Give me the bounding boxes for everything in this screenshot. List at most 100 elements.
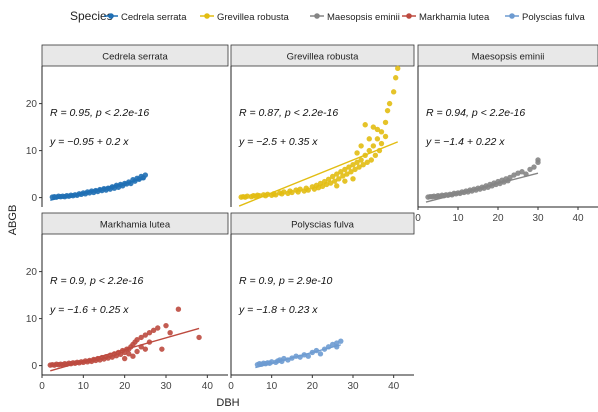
facet-strip-label: Markhamia lutea [100, 220, 171, 231]
data-point [323, 181, 330, 188]
data-point [146, 330, 153, 336]
data-point [332, 178, 338, 184]
y-tick-label: 10 [26, 314, 38, 325]
data-point [366, 136, 372, 142]
facet-strip-label: Polyscias fulva [291, 220, 355, 231]
legend: Species Cedrela serrata Grevillea robusta… [70, 9, 586, 23]
data-point [372, 152, 379, 158]
data-point [374, 136, 381, 142]
facet-strip-label: Grevillea robusta [287, 52, 360, 63]
legend-key-point [509, 13, 515, 19]
y-tick-label: 0 [31, 193, 37, 204]
facet-equation-label: y = −0.95 + 0.2 x [49, 136, 129, 148]
legend-key-point [108, 13, 114, 19]
data-point [142, 332, 149, 338]
data-point [382, 119, 389, 126]
x-tick-label: 20 [119, 381, 131, 392]
data-point [356, 164, 362, 170]
data-point [384, 107, 391, 114]
regression-line [50, 177, 146, 201]
facet-stats-label: R = 0.94, p < 2.2e-16 [426, 107, 525, 119]
data-point [334, 340, 340, 346]
regression-line [238, 141, 398, 207]
data-point [336, 176, 342, 182]
y-tick-label: 20 [26, 267, 38, 278]
facet-strip [41, 212, 229, 235]
data-point [159, 346, 165, 352]
data-point [273, 192, 279, 198]
facet-strip-label: Maesopsis eminii [472, 52, 545, 63]
data-point [319, 183, 326, 190]
facet-strip [230, 44, 415, 67]
x-tick-label: 30 [532, 213, 544, 224]
data-point [317, 351, 324, 357]
regression-line [255, 344, 341, 369]
data-point [334, 183, 340, 189]
x-tick-label: 30 [347, 381, 359, 392]
y-tick-label: 10 [26, 146, 38, 157]
legend-item-label: Markhamia lutea [419, 12, 490, 23]
data-point [138, 334, 144, 341]
data-point [130, 353, 136, 359]
legend-item-label: Maesopsis eminii [327, 12, 400, 23]
x-tick-label: 0 [39, 381, 45, 392]
legend-key-point [406, 13, 412, 19]
data-point [344, 171, 350, 177]
data-point [370, 143, 377, 149]
data-point [142, 172, 149, 178]
data-point [342, 166, 348, 173]
data-point [378, 129, 385, 135]
data-point [358, 157, 364, 163]
data-point [334, 171, 340, 177]
facet-panel: Grevillea robusta R = 0.87, p < 2.2e-16 y … [230, 44, 415, 207]
data-point [364, 159, 370, 166]
facet-panel: Maesopsis eminii 0 10 20 30 40 R = 0.94, p < 2… [415, 44, 598, 224]
facet-strip [230, 212, 415, 235]
facets: Cedrela serrata 0 10 20 R = 0.95, p < 2.2e-1… [26, 44, 598, 392]
data-point [244, 193, 250, 199]
data-point [155, 325, 161, 331]
facet-stats-label: R = 0.9, p < 2.2e-16 [50, 275, 144, 287]
data-point [535, 159, 541, 166]
data-point [378, 140, 385, 147]
data-point [175, 306, 182, 312]
data-point [519, 169, 525, 175]
facet-stats-label: R = 0.9, p = 2.9e-10 [239, 275, 333, 287]
data-point [350, 176, 356, 182]
data-point [374, 126, 381, 133]
data-point [350, 162, 356, 168]
x-tick-label: 10 [78, 381, 90, 392]
x-tick-label: 10 [266, 381, 278, 392]
x-tick-label: 0 [415, 213, 421, 224]
facet-equation-label: y = −2.5 + 0.35 x [238, 136, 318, 148]
data-point [382, 133, 389, 140]
regression-line [425, 172, 539, 203]
y-tick-label: 20 [26, 99, 38, 110]
data-point [338, 338, 344, 344]
x-tick-label: 20 [492, 213, 504, 224]
data-point [329, 173, 336, 180]
data-point [142, 346, 149, 352]
legend-item-label: Cedrela serrata [121, 12, 187, 23]
data-point [126, 351, 132, 357]
facet-stats-label: R = 0.87, p < 2.2e-16 [239, 107, 338, 119]
data-point [196, 334, 202, 341]
data-point [150, 327, 157, 334]
data-point [329, 341, 336, 348]
data-point [305, 353, 311, 359]
legend-items: Cedrela serrata Grevillea robusta Maesopsi… [104, 12, 586, 23]
data-point [531, 164, 537, 170]
facet-equation-label: y = −1.4 + 0.22 x [425, 136, 505, 148]
data-point [348, 169, 354, 175]
data-point [167, 330, 173, 336]
data-point [370, 124, 377, 130]
x-tick-label: 20 [307, 381, 319, 392]
x-tick-label: 0 [228, 381, 234, 392]
data-point [507, 174, 513, 181]
facet-panel: Markhamia lutea 0 10 20 0 10 20 30 40 R = 0.9, p … [26, 212, 229, 392]
data-point [368, 157, 374, 163]
data-point [342, 178, 348, 184]
data-point [340, 173, 346, 179]
data-point [358, 143, 364, 149]
